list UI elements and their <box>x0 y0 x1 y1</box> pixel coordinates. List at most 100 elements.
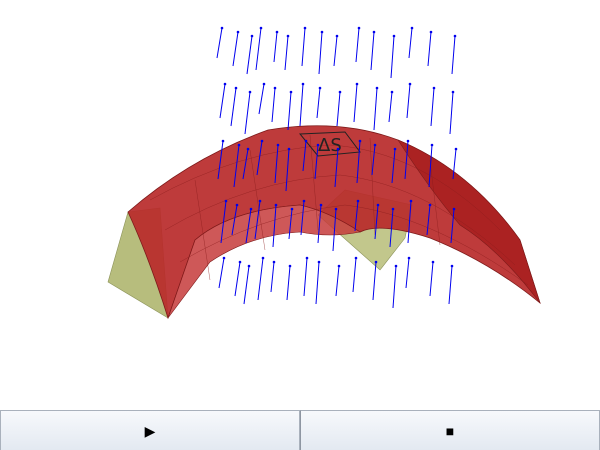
vector-arrow <box>218 257 225 289</box>
vector-arrow-head <box>394 264 398 268</box>
vector-arrow-head <box>337 264 341 268</box>
vector-arrow <box>390 35 395 79</box>
vector-arrow <box>316 87 321 119</box>
vector-arrow <box>408 27 413 59</box>
vector-arrow <box>242 148 249 180</box>
vector-arrow <box>335 265 340 297</box>
vector-arrow <box>272 204 277 248</box>
vector-arrow-head <box>373 143 377 147</box>
vector-arrow-head <box>317 260 321 264</box>
vector-arrow <box>233 144 240 188</box>
delta-s-marker: ΔS <box>298 131 361 157</box>
vector-arrow-head <box>249 207 253 211</box>
vector-arrow-head <box>454 147 458 151</box>
vector-arrow-head <box>406 139 410 143</box>
vector-arrow-head <box>246 147 250 151</box>
vector-arrow <box>246 35 253 75</box>
vector-arrow-head <box>259 26 263 30</box>
vector-arrow <box>257 257 264 301</box>
vector-arrow <box>389 208 394 248</box>
vector-arrow <box>258 83 265 115</box>
stop-button[interactable]: ■ <box>300 410 600 450</box>
vector-arrow-head <box>393 147 397 151</box>
vector-arrow-head <box>223 82 227 86</box>
vector-arrow-head <box>409 199 413 203</box>
vector-arrow <box>406 83 411 119</box>
vector-arrow-head <box>430 143 434 147</box>
vector-arrow <box>245 208 252 244</box>
vector-arrow <box>373 87 378 131</box>
vector-arrow-head <box>220 26 224 30</box>
vector-arrow <box>284 35 289 71</box>
vector-arrow-head <box>288 264 292 268</box>
vector-arrow-head <box>392 34 396 38</box>
vector-arrow <box>370 31 375 71</box>
vector-arrow <box>254 200 261 240</box>
vector-arrow <box>427 31 432 67</box>
vector-arrow <box>234 261 241 297</box>
vector-arrow <box>353 83 358 123</box>
vector-arrow-head <box>260 139 264 143</box>
vector-arrow <box>429 261 434 297</box>
delta-s-label: ΔS <box>318 135 342 156</box>
vector-arrow <box>352 257 357 293</box>
vector-arrow-head <box>336 147 340 151</box>
flux-surface-scene[interactable]: ΔS <box>0 0 600 410</box>
vector-arrow <box>334 148 339 188</box>
vector-arrow-head <box>303 26 307 30</box>
vector-arrow-head <box>318 86 322 90</box>
vector-arrow <box>232 31 239 67</box>
vector-arrow-head <box>273 86 277 90</box>
vector-arrow-head <box>222 256 226 260</box>
vector-arrow <box>216 27 223 59</box>
vector-arrow-head <box>237 143 241 147</box>
vector-arrow <box>303 257 308 297</box>
vector-arrow-head <box>428 203 432 207</box>
vector-arrow-head <box>450 264 454 268</box>
vector-arrow-head <box>374 260 378 264</box>
vector-arrow-head <box>224 199 228 203</box>
vector-arrow-head <box>358 139 362 143</box>
vector-arrow-head <box>320 30 324 34</box>
vector-arrow-head <box>234 86 238 90</box>
vector-arrow-head <box>250 34 254 38</box>
vector-arrow <box>407 200 412 244</box>
vector-arrow-head <box>287 147 291 151</box>
vector-arrow-head <box>338 90 342 94</box>
vector-arrow-head <box>451 90 455 94</box>
vector-arrow-head <box>316 143 320 147</box>
vector-arrow-head <box>235 203 239 207</box>
vector-arrow <box>287 91 292 131</box>
vector-arrow <box>317 204 322 244</box>
vector-arrow <box>315 261 320 305</box>
vector-arrow <box>256 140 263 176</box>
vector-arrow-head <box>302 199 306 203</box>
vector-arrow <box>404 140 409 180</box>
vector-arrow <box>230 87 237 127</box>
vector-arrow <box>452 148 457 180</box>
vector-arrow <box>448 265 453 305</box>
vector-arrow <box>372 261 377 301</box>
vector-arrow <box>430 87 435 127</box>
vector-arrow-head <box>262 82 266 86</box>
vector-arrow <box>219 83 226 119</box>
vector-arrow-head <box>432 86 436 90</box>
3d-viewport[interactable]: ΔS <box>0 0 600 410</box>
vector-arrow-head <box>357 26 361 30</box>
vector-arrow-head <box>390 90 394 94</box>
vector-arrow-head <box>221 139 225 143</box>
vector-arrow-head <box>248 90 252 94</box>
vector-arrow <box>391 148 396 184</box>
vector-arrow-head <box>410 26 414 30</box>
vector-arrow <box>270 261 275 293</box>
surface-mesh <box>149 134 529 286</box>
vector-arrow <box>428 144 433 188</box>
surface-right-wing <box>397 139 541 304</box>
vector-arrow-head <box>276 143 280 147</box>
vector-arrow <box>273 31 278 63</box>
play-button[interactable]: ▶ <box>0 410 300 450</box>
vector-arrow-head <box>452 207 456 211</box>
vector-arrow-head <box>275 30 279 34</box>
vector-arrow <box>274 144 279 184</box>
vector-arrow-head <box>355 82 359 86</box>
